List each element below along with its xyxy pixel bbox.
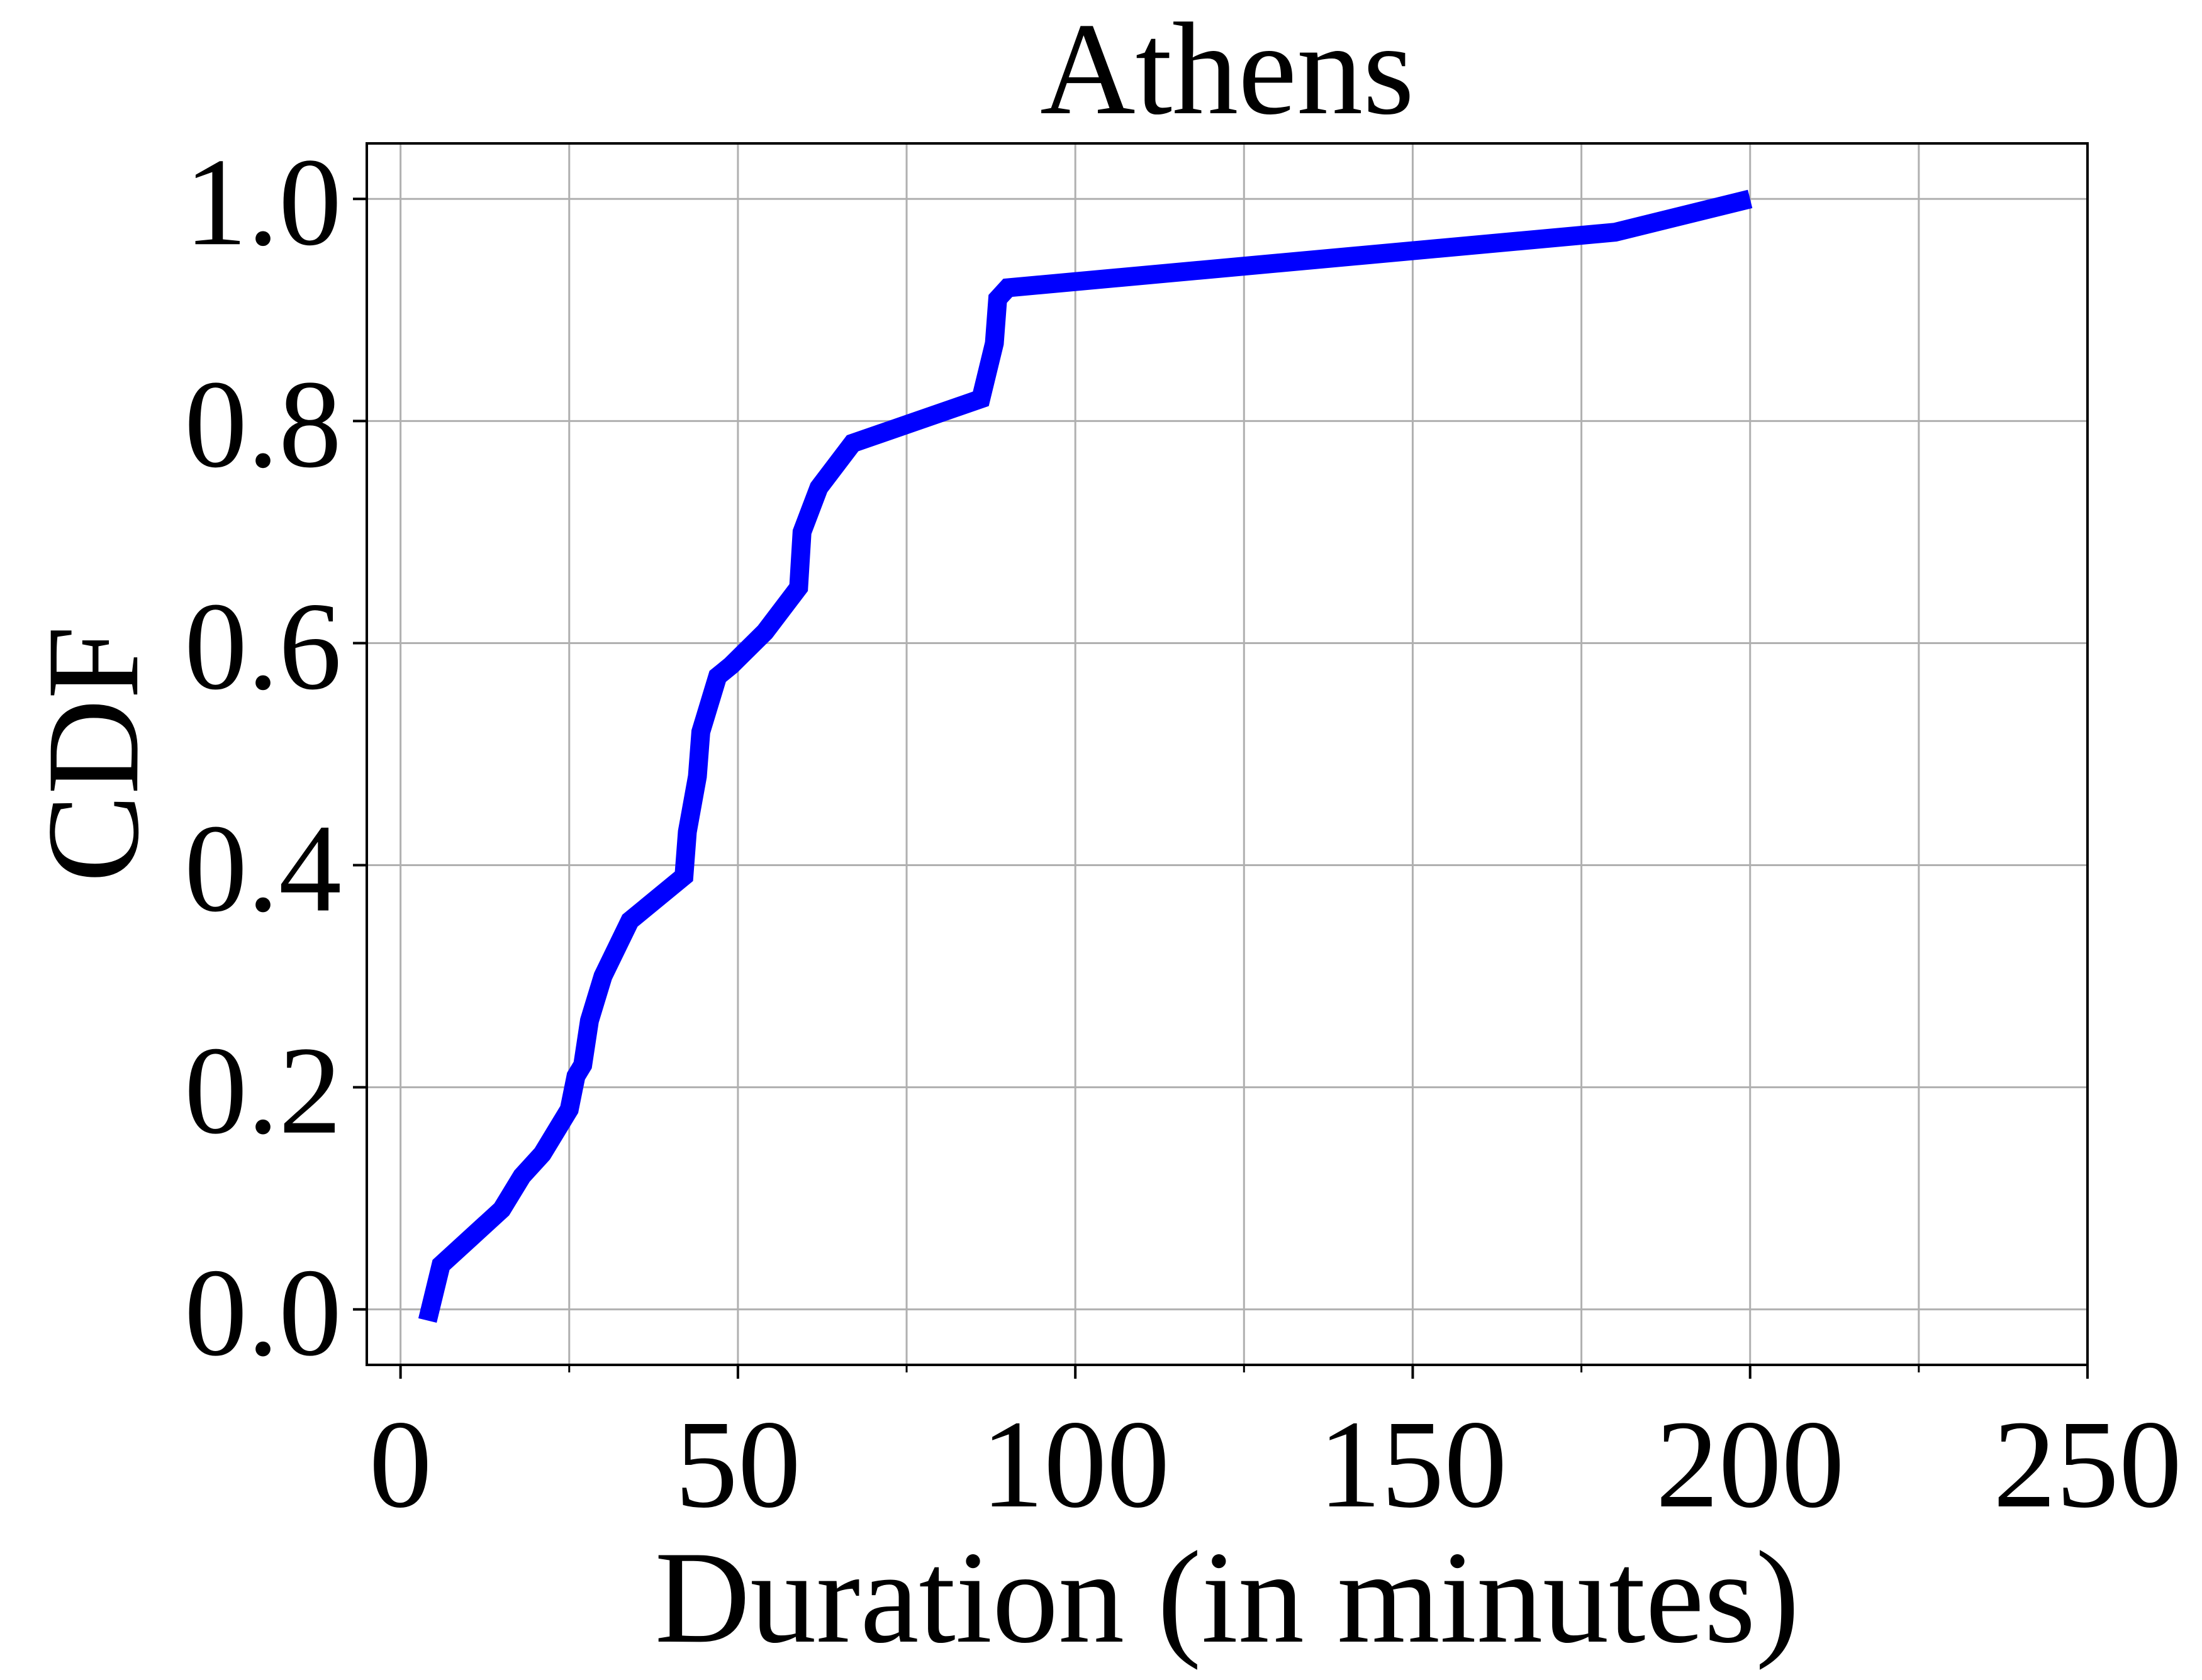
x-axis-title: Duration (in minutes) bbox=[655, 1525, 1800, 1671]
series-line bbox=[418, 189, 1753, 1323]
tick-layer: 0 50 100 150 200 250 0.0 0.2 0.4 0.6 0.8 1.0 bbox=[184, 133, 2182, 1534]
x-tick-label: 250 bbox=[1993, 1395, 2182, 1534]
chart-title: Athens bbox=[1040, 0, 1414, 142]
x-tick-label: 150 bbox=[1318, 1395, 1507, 1534]
y-tick-label: 0.2 bbox=[184, 1021, 342, 1160]
y-axis-title: CDF bbox=[20, 626, 166, 883]
x-tick-label: 200 bbox=[1656, 1395, 1845, 1534]
x-tick-label: 100 bbox=[981, 1395, 1170, 1534]
x-tick-label: 0 bbox=[369, 1395, 432, 1534]
y-tick-label: 1.0 bbox=[184, 133, 342, 272]
series-layer bbox=[418, 189, 1753, 1323]
y-tick-label: 0.8 bbox=[184, 355, 342, 494]
y-tick-label: 0.0 bbox=[184, 1243, 342, 1382]
plot-frame bbox=[366, 142, 2089, 1366]
x-tick-label: 50 bbox=[675, 1395, 801, 1534]
y-tick-label: 0.6 bbox=[184, 577, 342, 716]
grid-layer bbox=[367, 143, 2087, 1365]
y-tick-label: 0.4 bbox=[184, 799, 342, 938]
